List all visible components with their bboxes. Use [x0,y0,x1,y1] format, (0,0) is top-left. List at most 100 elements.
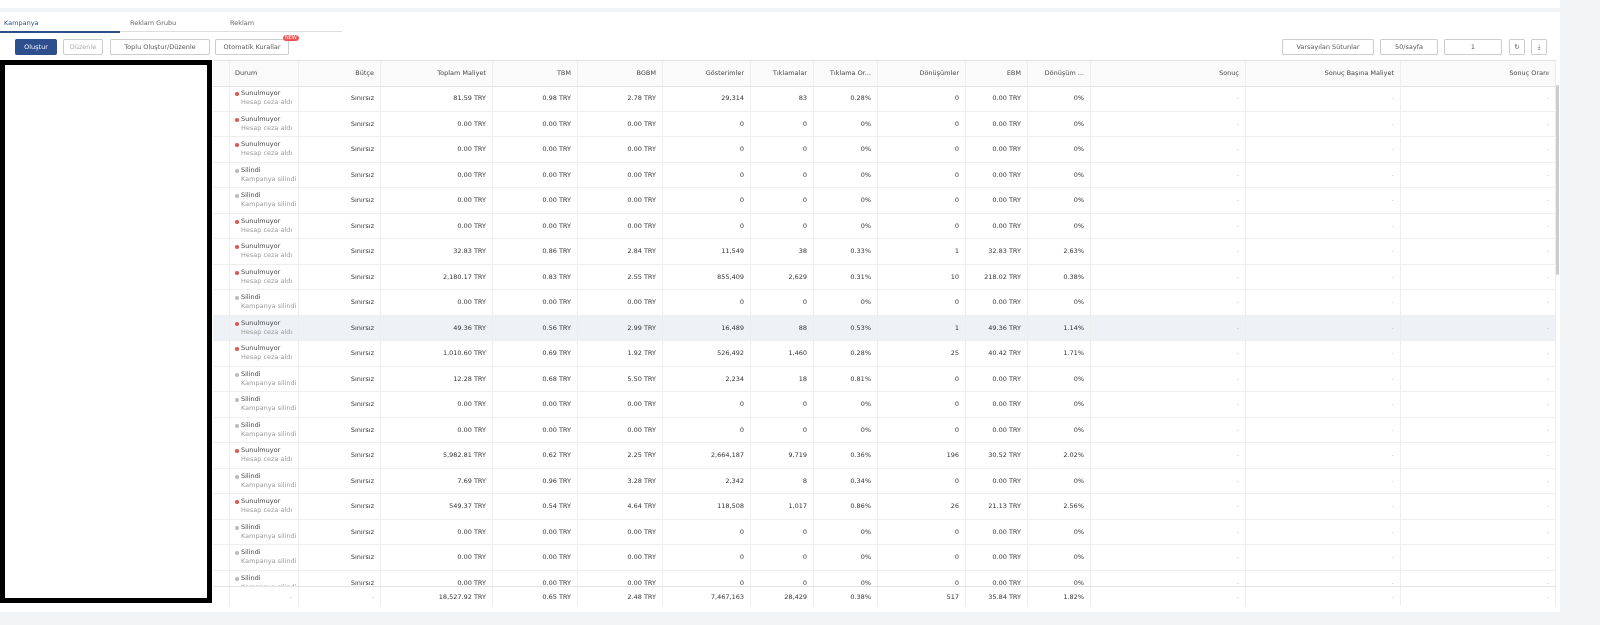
col-divider [1400,137,1401,162]
col-divider [965,111,966,137]
cell: - [1391,94,1394,102]
col-divider [750,290,751,315]
page-size-select[interactable]: 50/sayfa [1380,39,1438,55]
edit-button[interactable]: Düzenle [63,39,103,55]
cell: 0.00 TRY [542,553,571,561]
cell: 0 [739,196,744,204]
col-divider [492,519,493,545]
cell: 0.00 TRY [457,145,486,153]
col-divider [1090,341,1091,366]
col-divider [965,188,966,213]
col-divider [750,213,751,239]
cell: 0.00 TRY [627,425,656,434]
col-divider [1090,494,1091,519]
cell: 25 [950,349,959,357]
cell: - [1236,502,1239,510]
col-divider [298,162,299,188]
header-cell: BGBM [636,69,656,77]
header-cell: Sonuç Oranı [1509,69,1549,77]
pagination[interactable]: 1 [1444,39,1502,55]
footer-cell: 28,429 [784,593,807,601]
cell: 0 [954,553,959,561]
cell: - [1236,119,1239,128]
cell: - [1391,553,1394,561]
cell: - [1546,349,1549,357]
cell: 0 [739,145,744,153]
status: Silindi [241,573,261,582]
cell: 16,489 [721,323,744,332]
cell: 0.56 TRY [542,323,571,332]
col-divider [380,239,381,264]
cell: 0 [954,94,959,102]
cell: 0 [802,400,807,408]
status: Sunulmuyor [241,242,281,250]
tab[interactable]: Reklam [230,19,255,27]
col-divider [750,392,751,417]
status-cell: Sunulmuyor Hesap ceza aldı [241,344,292,362]
col-divider [492,111,493,137]
status: Silindi [241,165,261,174]
col-divider [1027,417,1028,443]
cell: - [1236,221,1239,230]
bulk-button[interactable]: Toplu Oluştur/Düzenle [110,39,210,55]
col-divider [1400,290,1401,315]
col-divider [1245,239,1246,264]
col-divider [1245,366,1246,392]
header-cell: Durum [235,69,258,77]
col-divider [229,188,230,213]
rules-button[interactable]: Otomatik Kurallar [215,39,289,55]
cell: 2.55 TRY [627,272,656,281]
status-cell: Sunulmuyor Hesap ceza aldı [241,446,292,464]
cell: - [1236,145,1239,153]
cell: Sınırsız [350,145,374,153]
col-divider [662,315,663,341]
col-divider [577,443,578,468]
col-divider [1400,61,1401,86]
col-divider [1400,587,1401,606]
col-divider [577,264,578,290]
col-divider [1245,86,1246,111]
cell: 0% [1073,425,1084,434]
cell: - [1236,400,1239,408]
status: Sunulmuyor [241,114,281,123]
status-dot [235,92,239,96]
create-button[interactable]: Oluştur [15,39,57,55]
cell: 0.00 TRY [627,196,656,204]
col-divider [229,264,230,290]
cell: 0.00 TRY [542,221,571,230]
tab[interactable]: Reklam Grubu [130,19,177,27]
col-divider [229,545,230,570]
refresh-button[interactable]: ↻ [1509,39,1525,55]
cell: 40.42 TRY [988,349,1021,357]
cell: - [1236,578,1239,587]
footer-cell: 517 [946,593,959,601]
status-dot [235,398,239,402]
cell: 0.00 TRY [457,119,486,128]
cell: - [1546,553,1549,561]
cell: 0 [954,374,959,383]
footer-cell: - [1236,593,1239,601]
col-divider [662,570,663,586]
col-divider [965,519,966,545]
cell: 0.00 TRY [542,145,571,153]
cell: Sınırsız [350,272,374,281]
tab[interactable]: Kampanya [0,16,120,33]
columns-select[interactable]: Varsayılan Sütunlar [1282,39,1374,55]
col-divider [877,587,878,606]
header-cell: TBM [556,69,571,77]
col-divider [965,494,966,519]
col-divider [229,239,230,264]
cell: 218.02 TRY [984,272,1021,281]
cell: - [1391,400,1394,408]
cell: 118,508 [717,502,744,510]
col-divider [965,61,966,86]
cell: 2.56% [1063,502,1084,510]
cell: 0.00 TRY [542,425,571,434]
cell: 0.00 TRY [992,221,1021,230]
export-button[interactable]: ⤓ [1531,39,1547,55]
cell: 0 [802,196,807,204]
